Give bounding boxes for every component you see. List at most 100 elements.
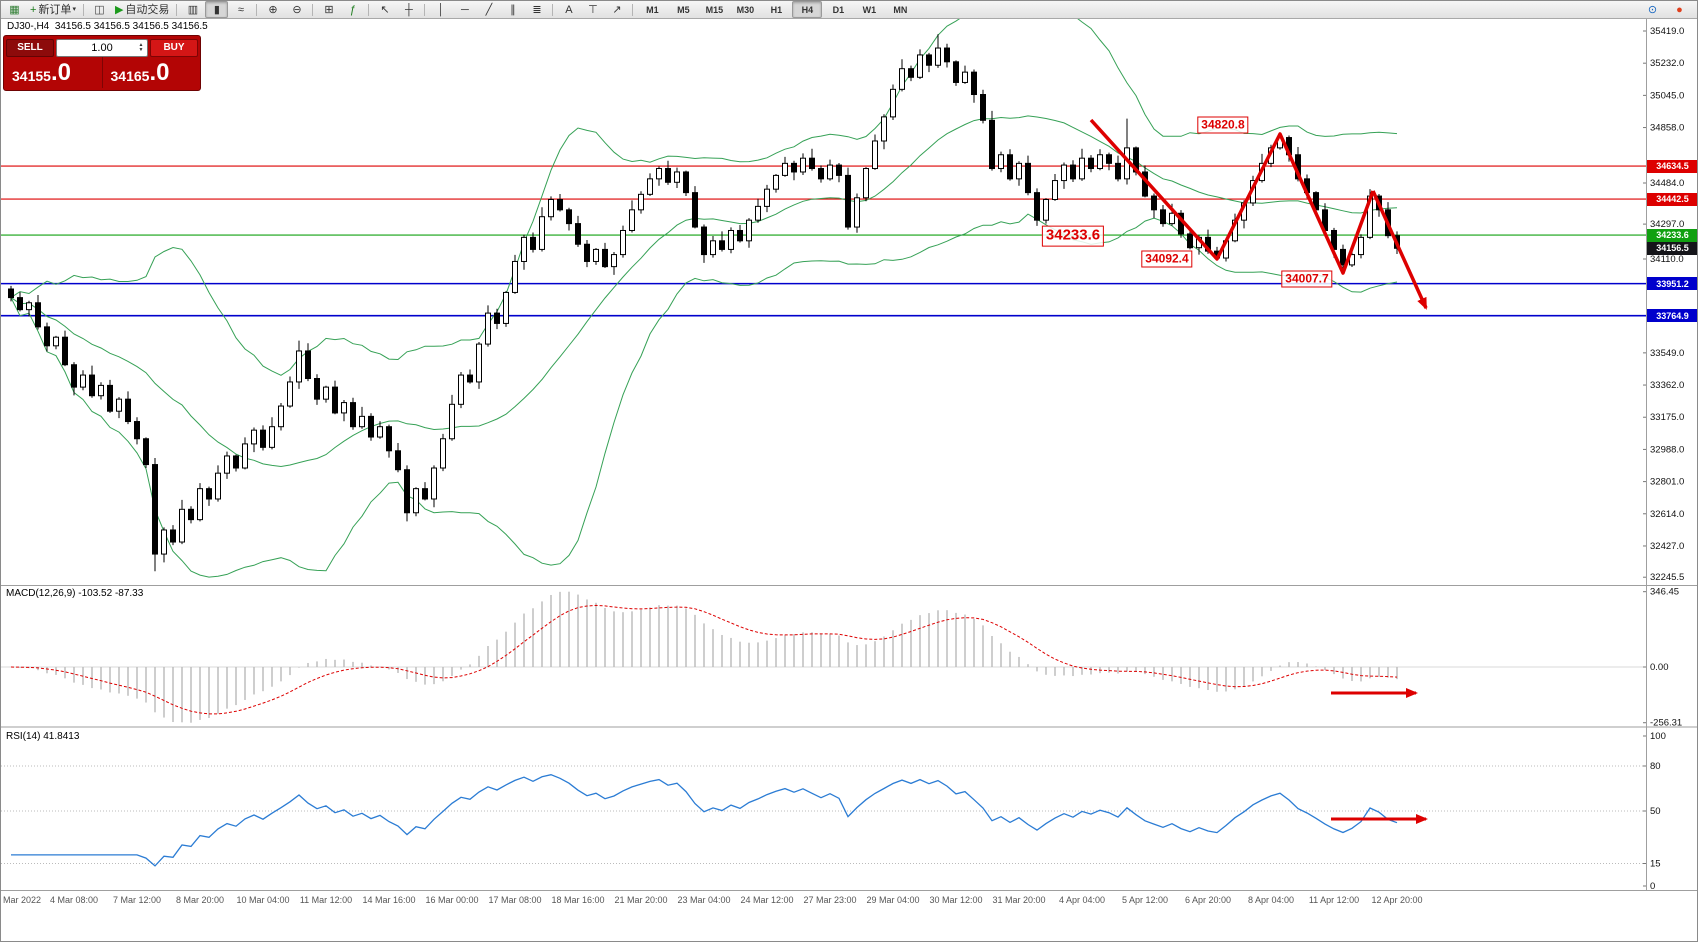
svg-text:24 Mar 12:00: 24 Mar 12:00 — [740, 895, 793, 905]
buy-price-pips: .0 — [149, 59, 170, 86]
symbol-ohlc-info: DJ30-,H4 34156.5 34156.5 34156.5 34156.5 — [7, 21, 208, 32]
svg-text:23 Mar 04:00: 23 Mar 04:00 — [677, 895, 730, 905]
bar-chart-icon[interactable]: ▥ — [181, 1, 204, 18]
volume-value: 1.00 — [91, 41, 113, 54]
svg-text:35045.0: 35045.0 — [1650, 90, 1684, 101]
rsi-indicator-header: RSI(14) 41.8413 — [6, 731, 80, 742]
timeframe-M15[interactable]: M15 — [705, 4, 724, 15]
timeframe-W1[interactable]: W1 — [862, 4, 877, 15]
svg-text:35232.0: 35232.0 — [1650, 58, 1684, 69]
dropdown-caret-icon: ▾ — [72, 5, 76, 13]
timeframe-MN[interactable]: MN — [893, 4, 908, 15]
text-label-icon[interactable]: ⊤ — [581, 1, 604, 18]
indicators-icon-glyph: ƒ — [349, 3, 356, 16]
svg-text:7 Mar 12:00: 7 Mar 12:00 — [113, 895, 161, 905]
vertical-line-icon[interactable]: │ — [429, 1, 452, 18]
toolbar-separator — [368, 3, 370, 16]
autotrading-button[interactable]: ▶ 自动交易 — [112, 1, 172, 18]
svg-text:11 Apr 12:00: 11 Apr 12:00 — [1309, 895, 1359, 905]
search-icon[interactable]: ⊙ — [1647, 3, 1658, 16]
svg-text:4 Mar 08:00: 4 Mar 08:00 — [50, 895, 98, 905]
svg-text:17 Mar 08:00: 17 Mar 08:00 — [488, 895, 541, 905]
svg-text:80: 80 — [1650, 761, 1661, 772]
svg-text:12 Apr 20:00: 12 Apr 20:00 — [1371, 895, 1422, 905]
app-chart-icon[interactable]: ▦ — [3, 1, 26, 18]
crosshair-icon-glyph: ┼ — [405, 3, 413, 16]
svg-text:33549.0: 33549.0 — [1650, 348, 1684, 359]
candlestick-chart-icon-glyph: ▮ — [213, 3, 220, 16]
timeframe-M5[interactable]: M5 — [677, 4, 690, 15]
profile-icon[interactable]: ● — [1676, 3, 1683, 16]
equidistant-channel-icon-glyph: ∥ — [510, 3, 516, 16]
rsi-pane — [1, 765, 1646, 867]
svg-text:11 Mar 12:00: 11 Mar 12:00 — [300, 895, 352, 905]
indicators-icon[interactable]: ƒ — [341, 1, 364, 18]
toolbar-separator — [552, 3, 554, 16]
trendline-icon-glyph: ╱ — [485, 3, 493, 16]
autotrading-button-label: 自动交易 — [125, 3, 170, 16]
svg-text:34858.0: 34858.0 — [1650, 123, 1684, 134]
sell-price-pips: .0 — [50, 59, 71, 86]
horizontal-line-icon-glyph: ─ — [461, 3, 469, 16]
timeframe-D1[interactable]: D1 — [832, 4, 845, 15]
ohlc-values: 34156.5 34156.5 34156.5 34156.5 — [54, 21, 208, 32]
svg-text:35419.0: 35419.0 — [1650, 26, 1684, 37]
volume-input[interactable]: 1.00 ▲ ▼ — [56, 38, 148, 57]
autotrading-glyph: ▶ — [114, 3, 124, 16]
svg-text:8 Mar 20:00: 8 Mar 20:00 — [176, 895, 224, 905]
zoom-in-icon[interactable]: ⊕ — [261, 1, 284, 18]
svg-text:34484.0: 34484.0 — [1650, 178, 1684, 189]
candlestick-chart-icon[interactable]: ▮ — [205, 1, 229, 18]
zoom-out-icon[interactable]: ⊖ — [285, 1, 308, 18]
buy-price[interactable]: 34165.0 — [101, 57, 201, 88]
toolbar-right-icons: ⊙ ● — [1641, 1, 1695, 18]
svg-text:32988.0: 32988.0 — [1650, 444, 1684, 455]
svg-text:-256.31: -256.31 — [1650, 718, 1682, 729]
symbol-name: DJ30-,H4 — [7, 21, 50, 32]
price-axis[interactable] — [1644, 18, 1697, 891]
trendline-icon[interactable]: ╱ — [477, 1, 500, 18]
equidistant-channel-icon[interactable]: ∥ — [501, 1, 524, 18]
svg-text:33362.0: 33362.0 — [1650, 380, 1684, 391]
svg-text:32245.5: 32245.5 — [1650, 572, 1684, 583]
macd-pane — [1, 591, 1646, 723]
fibonacci-icon[interactable]: ≣ — [525, 1, 548, 18]
open-chart-icon[interactable]: ◫ — [88, 1, 111, 18]
sell-price[interactable]: 34155.0 — [4, 57, 102, 88]
macd-indicator-header: MACD(12,26,9) -103.52 -87.33 — [6, 588, 144, 599]
timeframe-M30[interactable]: M30 — [736, 4, 755, 15]
vertical-line-icon-glyph: │ — [437, 3, 445, 16]
buy-button[interactable]: BUY — [150, 38, 198, 57]
horizontal-line-icon[interactable]: ─ — [453, 1, 476, 18]
crosshair-icon[interactable]: ┼ — [397, 1, 420, 18]
new-order-button[interactable]: + 新订单 ▾ — [27, 1, 79, 18]
arrows-icon[interactable]: ↗ — [605, 1, 628, 18]
timeframe-H4[interactable]: H4 — [792, 1, 823, 18]
time-axis[interactable] — [1, 891, 1646, 941]
sell-button[interactable]: SELL — [6, 38, 54, 57]
tile-windows-icon[interactable]: ⊞ — [317, 1, 340, 18]
toolbar: ▦ + 新订单 ▾ ◫ ▶ 自动交易 ▥ ▮ ≈ ⊕ ⊖ ⊞ ƒ ↖ ┼ │ ─ ╱ ∥ ≣ A ⊤ ↗ M1 M5 M15 M30 H… — [1, 1, 1697, 19]
line-chart-icon-glyph: ≈ — [237, 3, 244, 16]
text-icon[interactable]: A — [557, 1, 580, 18]
line-chart-icon[interactable]: ≈ — [229, 1, 252, 18]
svg-text:100: 100 — [1650, 731, 1666, 742]
toolbar-separator — [176, 3, 178, 16]
svg-text:18 Mar 16:00: 18 Mar 16:00 — [551, 895, 604, 905]
bar-chart-icon-glyph: ▥ — [187, 3, 199, 16]
sell-price-main: 34155 — [12, 68, 51, 84]
one-click-trading-panel: SELL 1.00 ▲ ▼ BUY 34155.0 34165.0 — [3, 35, 201, 91]
svg-text:0.00: 0.00 — [1650, 662, 1669, 673]
svg-text:15: 15 — [1650, 859, 1661, 870]
timeframe-M1[interactable]: M1 — [646, 4, 659, 15]
fibonacci-icon-glyph: ≣ — [532, 3, 542, 16]
svg-text:5 Apr 12:00: 5 Apr 12:00 — [1122, 895, 1168, 905]
timeframe-H1[interactable]: H1 — [770, 4, 783, 15]
volume-spinner[interactable]: ▲ ▼ — [138, 41, 144, 53]
new-order-glyph: + — [30, 3, 37, 16]
cursor-icon[interactable]: ↖ — [373, 1, 396, 18]
toolbar-separator — [82, 3, 84, 16]
buy-price-main: 34165 — [110, 68, 150, 84]
